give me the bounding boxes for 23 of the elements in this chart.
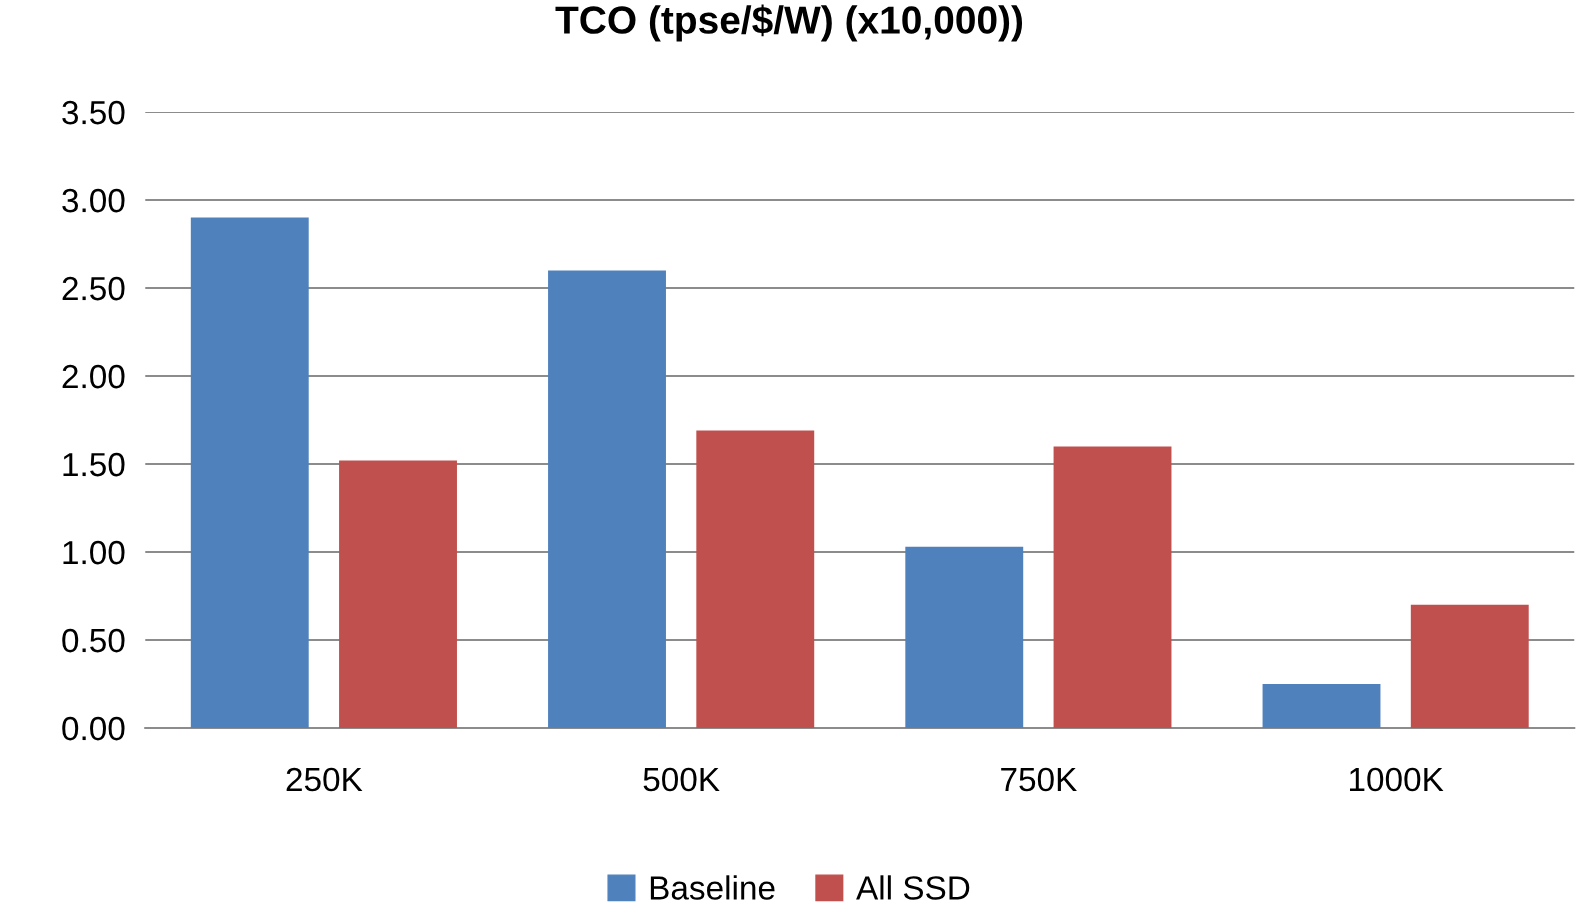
x-tick-label: 250K	[286, 767, 363, 792]
bar	[548, 270, 666, 728]
bar	[339, 460, 457, 728]
x-tick-label: 1000K	[1349, 767, 1444, 792]
legend-label: Baseline	[650, 875, 775, 900]
y-tick-label: 0.50	[62, 628, 125, 653]
bar	[190, 217, 309, 728]
y-tick-label: 1.00	[63, 540, 125, 565]
bar	[1262, 683, 1381, 728]
bar	[905, 546, 1024, 728]
x-tick-label: 500K	[643, 767, 720, 792]
bar	[696, 430, 815, 728]
y-tick-label: 0.00	[62, 716, 125, 741]
bar	[1053, 446, 1172, 728]
y-tick-label: 1.50	[63, 452, 125, 477]
legend-label: All SSD	[856, 875, 970, 900]
x-tick-label: 750K	[1001, 767, 1077, 792]
y-tick-label: 2.50	[62, 276, 125, 301]
bar	[1410, 604, 1529, 728]
chart-title: TCO (tpse/$/W) (x10,000))	[555, 4, 1023, 42]
y-tick-label: 3.00	[62, 188, 125, 213]
y-tick-label: 3.50	[62, 100, 125, 125]
y-tick-label: 2.00	[62, 364, 125, 389]
